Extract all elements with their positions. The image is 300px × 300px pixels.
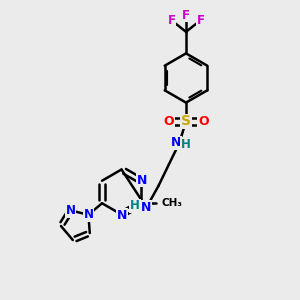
Text: CH₃: CH₃ [161,198,182,208]
Text: N: N [141,201,152,214]
Text: N: N [171,136,181,149]
Text: F: F [182,9,190,22]
Text: N: N [136,174,147,187]
Text: N: N [117,208,127,222]
Text: H: H [130,199,140,212]
Text: O: O [198,115,209,128]
Text: H: H [181,138,191,151]
Text: N: N [83,208,93,221]
Text: O: O [163,115,174,128]
Text: F: F [168,14,176,27]
Text: F: F [196,14,204,27]
Text: S: S [181,114,191,128]
Text: N: N [66,204,76,217]
